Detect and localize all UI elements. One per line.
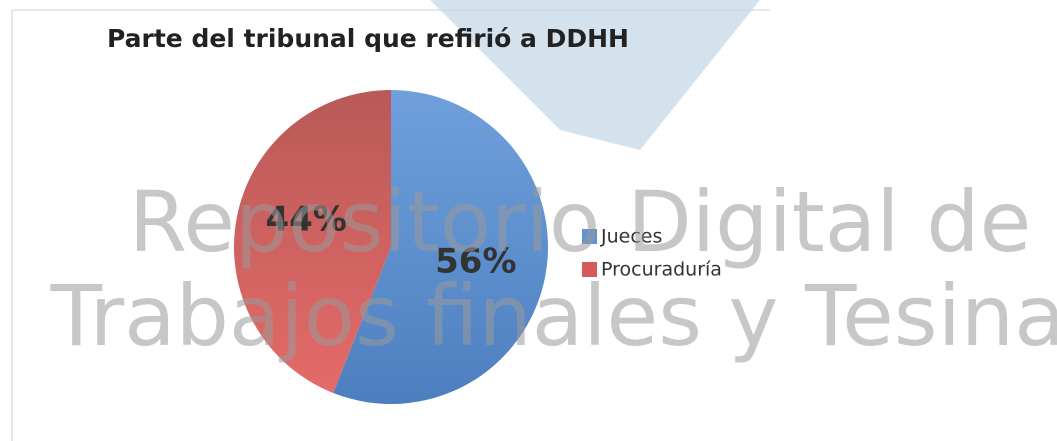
- watermark: Trabajos finales y Tesinas: [50, 267, 1057, 365]
- logo-fragment: [430, 0, 760, 150]
- pie-slice: [333, 90, 548, 404]
- legend: Jueces Procuraduría: [582, 226, 722, 281]
- legend-label: Procuraduría: [601, 259, 722, 281]
- data-label: 56%: [435, 242, 516, 282]
- data-label: 44%: [265, 199, 346, 239]
- legend-swatch: [582, 229, 597, 244]
- pie: 56% 44%: [233, 90, 548, 404]
- legend-label: Jueces: [600, 226, 662, 248]
- pie-slice: [233, 90, 391, 393]
- legend-swatch: [582, 262, 597, 277]
- chart-title: Parte del tribunal que refirió a DDHH: [107, 24, 629, 53]
- watermark: Repositorio Digital de: [129, 173, 1032, 271]
